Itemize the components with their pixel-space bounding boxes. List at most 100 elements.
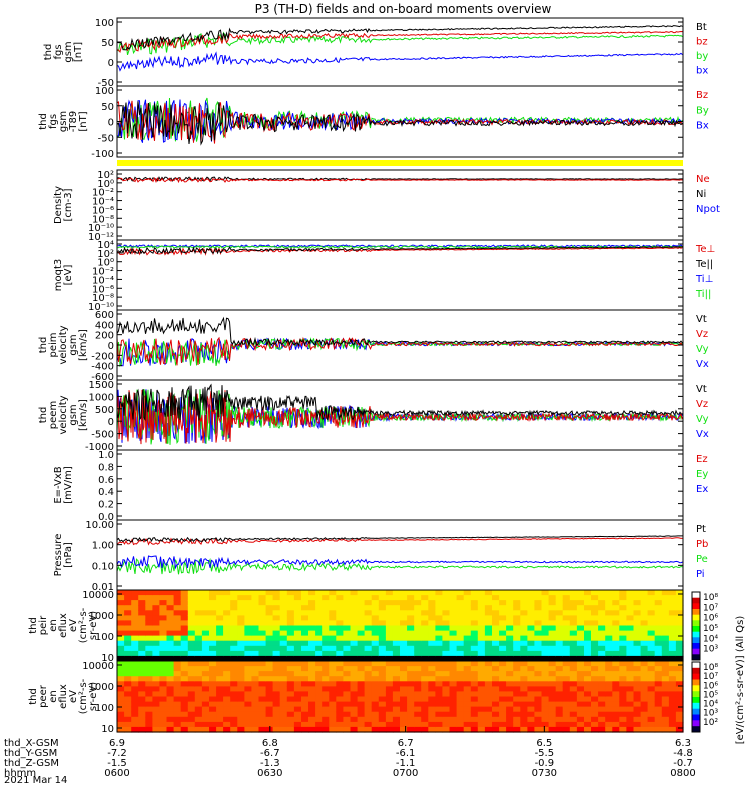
colorbar-swatch [692, 679, 700, 686]
panel-traces [116, 25, 683, 72]
y-tick-label: 10⁰ [97, 179, 114, 190]
legend-entry: bz [696, 37, 708, 48]
y-label-line: en [48, 619, 59, 632]
colorbar-tick-label: 10⁵ [703, 624, 718, 634]
legend-entry: Pi [696, 569, 705, 580]
x-row-label: thd_Y-GSM [4, 748, 57, 759]
x-tick-label: 6.8 [262, 738, 278, 749]
y-tick-label: 0 [108, 417, 114, 428]
y-label-line: velocity [58, 325, 69, 364]
y-label-line: Density [53, 186, 64, 224]
y-label-line: [cm-3] [63, 188, 74, 221]
legend-entry: Ni [696, 189, 706, 200]
x-row-label: hhmm [4, 768, 36, 779]
y-label-line: eflux [58, 684, 69, 709]
y-tick-label: 50 [101, 38, 114, 49]
y-axis-label: thd peir en eflux eV (cm²-s-sr-eV) [28, 607, 99, 643]
colorbar-tick-label: 10⁸ [703, 593, 718, 603]
trace-pb [116, 537, 683, 546]
panel-efield: 1.00.8 0.60.4 0.20.0 E=-VxB [mV/m] Ez Ey Ex [53, 449, 708, 523]
x-tick-label: -6.1 [396, 748, 416, 759]
trace-ti-perp [116, 244, 683, 248]
y-tick-label: -200 [91, 351, 114, 362]
panel-frame [116, 449, 684, 521]
y-tick-label: 10⁻⁸ [92, 214, 114, 225]
y-tick-label: 100 [95, 703, 114, 714]
y-tick-label: 1000 [89, 392, 114, 403]
y-label-line: (cm²-s- [78, 678, 89, 714]
legend-entry: Vz [696, 329, 708, 340]
y-label-line: thd [38, 407, 49, 424]
y-tick-label: 1.0 [98, 450, 114, 461]
y-label-line: [nT] [78, 111, 89, 131]
y-label-line: [nPa] [63, 542, 74, 568]
y-axis-label: thd fgs gsm -T89 [nT] [38, 111, 89, 133]
colorbar-tick-label: 10⁵ [703, 690, 718, 700]
trace-ni [116, 176, 683, 182]
y-tick-label: 10⁻⁴ [92, 197, 114, 208]
colorbar-tick-label: 10⁷ [703, 603, 718, 613]
y-tick-label: 100 [95, 18, 114, 29]
x-tick-label: -0.7 [673, 758, 693, 769]
spectrogram [117, 661, 684, 733]
legend-entry: by [696, 51, 708, 62]
colorbar-frame [691, 591, 701, 661]
colorbar-swatch [692, 685, 700, 692]
y-axis-label: thd peem velocity gsm [km/s] [38, 395, 89, 434]
colorbar-swatch [692, 697, 700, 704]
colorbar-swatch [692, 637, 700, 644]
y-tick-label: 1000 [89, 682, 114, 693]
y-axis-label: E=-VxB [mV/m] [53, 466, 74, 504]
x-row-label: thd_Z-GSM [4, 758, 59, 769]
y-label-line: eflux [58, 613, 69, 638]
x-tick-label: -1.1 [396, 758, 416, 769]
colorbar-swatch [692, 708, 700, 715]
x-tick-label: -5.5 [535, 748, 555, 759]
colorbar-swatch [692, 702, 700, 710]
y-tick-label: 10⁻² [92, 267, 114, 278]
y-label-line: thd [28, 688, 39, 705]
panel-traces [116, 535, 683, 575]
colorbar-swatch [692, 620, 700, 627]
colorbar-tick-label: 10³ [703, 645, 718, 655]
y-tick-label: 0.10 [92, 561, 114, 572]
trace-green [116, 97, 683, 142]
trace-te-perp [116, 247, 683, 256]
panel-pressure: 10.00 1.00 0.10 0.01 Pressure [nPa] Pt Pb Pe Pi [53, 519, 708, 593]
y-label-line: [eV] [63, 265, 74, 286]
y-tick-label: 0.4 [98, 487, 114, 498]
y-tick-label: 10⁻⁴ [92, 275, 114, 286]
x-tick-label: 6.5 [536, 738, 552, 749]
y-tick-label: 10⁻¹⁰ [88, 223, 114, 234]
colorbar-tick-label: 10⁶ [703, 614, 718, 624]
y-tick-label: 10⁻⁸ [92, 293, 114, 304]
colorbar-swatch [692, 720, 700, 727]
colorbar-frame [691, 661, 701, 733]
colorbar-label: [eV/(cm²-s-sr-eV)] (All Qs) [735, 616, 746, 745]
y-axis-label: Pressure [nPa] [53, 534, 74, 577]
y-tick-label: 200 [95, 331, 114, 342]
y-tick-label: 10⁻² [92, 188, 114, 199]
figure-title: P3 (TH-D) fields and on-board moments ov… [255, 2, 552, 16]
legend-entry: bx [696, 66, 708, 77]
colorbar-swatch [692, 609, 700, 616]
y-tick-label: 0.6 [98, 475, 114, 486]
y-label-line: peem [48, 401, 59, 429]
quality-flag-bar [117, 160, 683, 166]
y-axis-label: thd peim velocity gsm [km/s] [38, 325, 89, 364]
colorbar-tick-label: 10² [703, 718, 718, 728]
trace-vt [116, 383, 684, 421]
y-tick-label: -400 [91, 362, 114, 373]
y-label-line: sr-eV) [88, 611, 99, 640]
y-tick-label: 100 [95, 86, 114, 97]
x-tick-label: -0.9 [535, 758, 555, 769]
y-label-line: [km/s] [78, 399, 89, 431]
panel-fgs-gsm: 100 50 0 -50 thd fgs gsm [nT] Bt bz by bx [43, 17, 708, 89]
y-tick-label: 10 [101, 653, 114, 664]
y-label-line: gsm [63, 41, 74, 62]
y-label-line: eV [68, 690, 79, 703]
